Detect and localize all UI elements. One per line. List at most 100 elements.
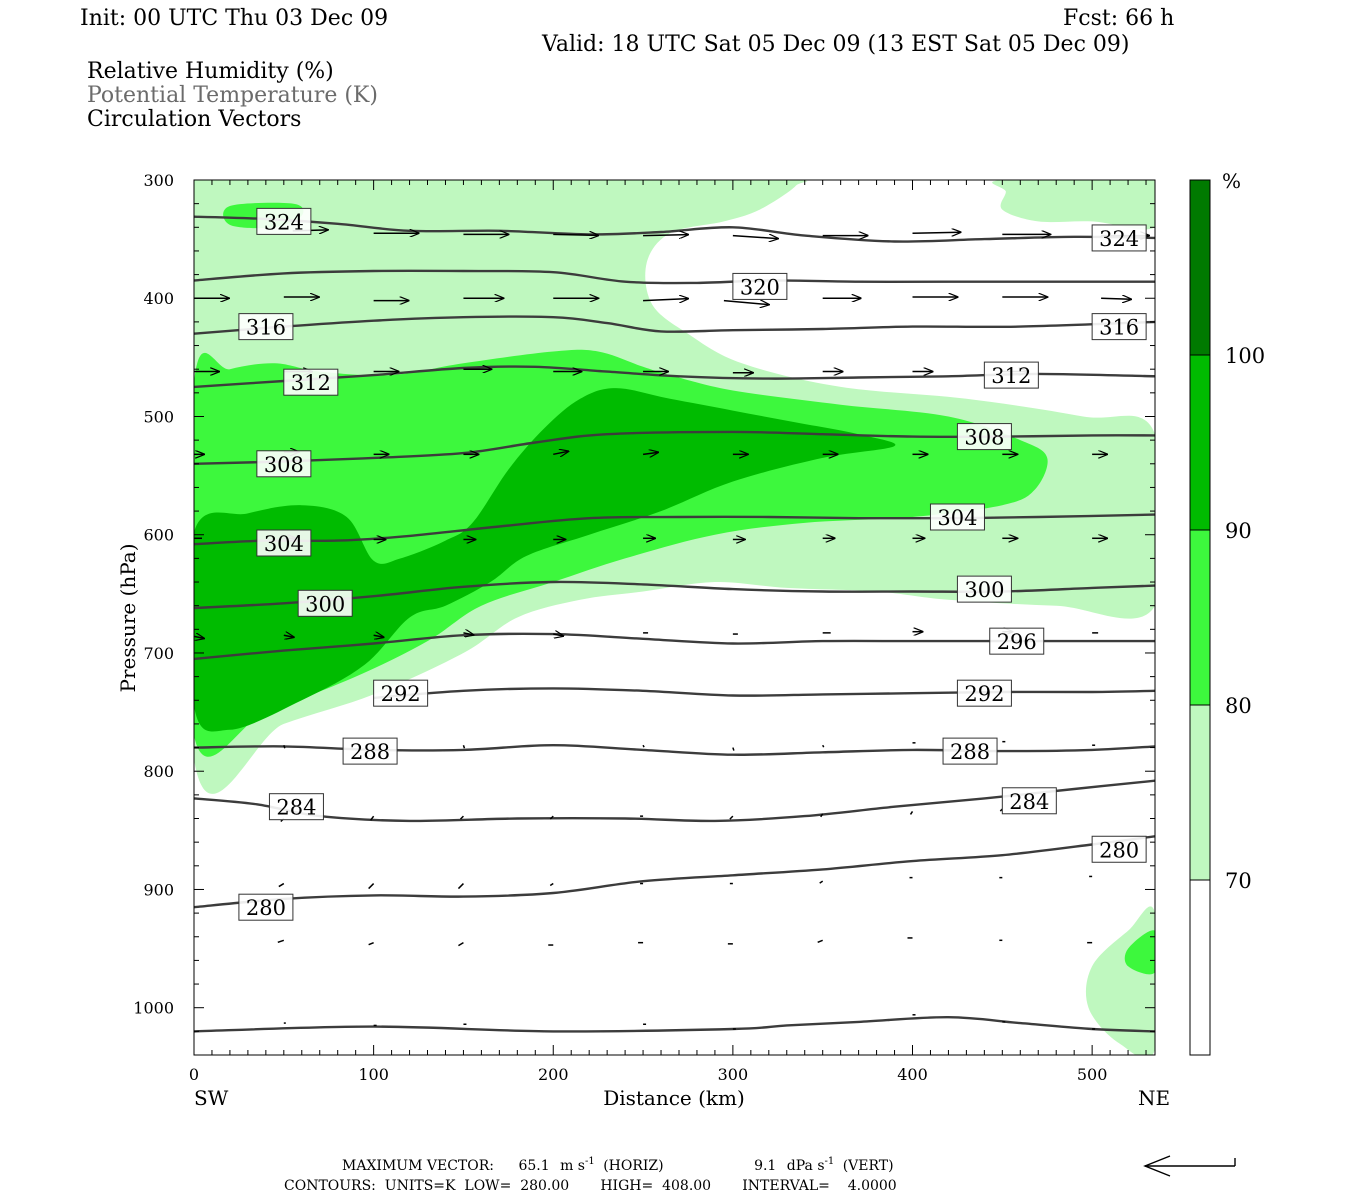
contour-label-box — [1091, 313, 1147, 341]
circulation-vector — [553, 451, 568, 454]
valid-time: Valid: 18 UTC Sat 05 Dec 09 (13 EST Sat … — [541, 32, 1129, 57]
contour-label-box — [956, 575, 1012, 603]
contour-label-text: 288 — [950, 740, 990, 764]
circulation-vector — [549, 882, 554, 887]
colorbar-level-label: 70 — [1225, 869, 1252, 893]
max-vector-label: MAXIMUM VECTOR: — [342, 1158, 494, 1174]
field-rh-label: Relative Humidity (%) — [87, 59, 334, 84]
colorbar-bin — [1189, 879, 1211, 1056]
contour-label-284: 284 — [1001, 787, 1057, 815]
max-vert-value: 9.1 — [754, 1158, 776, 1174]
colorbar-level-label: 100 — [1225, 344, 1265, 368]
contour-label-280: 280 — [1091, 835, 1147, 863]
contour-label-288: 288 — [942, 737, 998, 765]
colorbar-unit: % — [1222, 169, 1241, 193]
x-tick-label: 200 — [538, 1065, 569, 1084]
contour-label-text: 296 — [997, 630, 1037, 654]
forecast-hour: Fcst: 66 h — [1063, 6, 1174, 31]
y-tick-label: 500 — [143, 407, 174, 426]
circulation-vector — [732, 747, 735, 751]
circulation-vector — [553, 234, 598, 235]
circulation-vector — [1101, 298, 1131, 299]
x-tick-label: 400 — [897, 1065, 928, 1084]
circulation-vector — [373, 635, 384, 637]
circulation-vector — [283, 635, 294, 637]
circulation-vector — [643, 235, 688, 236]
contour-info: CONTOURS: UNITS=K LOW= 280.00 HIGH= 408.… — [284, 1178, 897, 1194]
contour-label-320: 320 — [732, 272, 788, 300]
contour-label-316: 316 — [1091, 313, 1147, 341]
contour-label-296: 296 — [989, 627, 1045, 655]
colorbar-bin — [1189, 529, 1211, 706]
circulation-vector — [458, 942, 464, 947]
axis-ticks: 0 100 200 300 400 500 300 400 500 600 700 800 900 100… — [133, 171, 1155, 1084]
x-tick-label: 500 — [1077, 1065, 1108, 1084]
contour-label-box — [256, 529, 312, 557]
contour-label-292: 292 — [956, 679, 1012, 707]
circulation-vector — [368, 883, 375, 890]
contour-label-text: 300 — [964, 578, 1004, 602]
y-tick-label: 600 — [143, 526, 174, 545]
contour-label-box — [297, 589, 353, 617]
contour-label-text: 292 — [381, 682, 421, 706]
x-tick-label: 300 — [718, 1065, 749, 1084]
circulation-vector — [457, 883, 464, 890]
contour-label-text: 312 — [291, 371, 331, 395]
contour-label-box — [238, 313, 294, 341]
colorbar: 70 80 90 100 — [1189, 179, 1265, 1056]
contour-label-text: 312 — [991, 364, 1031, 388]
contour-label-text: 308 — [264, 453, 304, 477]
contour-label-304: 304 — [929, 503, 985, 531]
y-tick-label: 700 — [143, 644, 174, 663]
field-theta-label: Potential Temperature (K) — [87, 83, 378, 108]
theta-contour-288 — [194, 743, 1155, 756]
contour-label-box — [256, 207, 312, 235]
theta-contour-324 — [194, 215, 1155, 243]
circulation-vector — [370, 815, 375, 821]
contour-label-text: 316 — [246, 316, 286, 340]
circulation-vector — [277, 939, 285, 944]
contour-label-box — [238, 893, 294, 921]
contour-labels: 324 324 320 316 316 312 312 308 308 304 304 300 300 2… — [238, 207, 1147, 921]
contour-label-324: 324 — [1091, 224, 1147, 252]
circulation-vector — [817, 939, 823, 944]
circulation-vectors — [194, 230, 1149, 1030]
reference-arrow-head — [1143, 1155, 1171, 1177]
horiz-exponent: -1 — [585, 1156, 595, 1167]
field-vectors-label: Circulation Vectors — [87, 107, 301, 132]
contour-label-box — [342, 737, 398, 765]
contour-label-text: 300 — [305, 592, 345, 616]
rh-region-90 — [194, 388, 896, 732]
contour-label-box — [942, 737, 998, 765]
max-vert-unit: dPa s — [787, 1158, 825, 1174]
rh-region-80 — [1124, 930, 1155, 975]
max-horiz-unit: m s — [560, 1158, 585, 1174]
contour-label-324: 324 — [256, 207, 312, 235]
contour-label-text: 280 — [1099, 838, 1139, 862]
contour-label-308: 308 — [956, 423, 1012, 451]
contour-label-box — [1091, 224, 1147, 252]
rh-region-70 — [992, 180, 1155, 230]
x-axis-right-end: NE — [1138, 1086, 1170, 1110]
horiz-tag: (HORIZ) — [603, 1158, 663, 1174]
contour-label-text: 304 — [937, 506, 977, 530]
theta-contour-280 — [194, 835, 1155, 909]
circulation-vector — [822, 744, 825, 748]
circulation-vector — [549, 815, 554, 820]
init-time: Init: 00 UTC Thu 03 Dec 09 — [80, 6, 388, 31]
contour-label-284: 284 — [268, 793, 324, 821]
y-tick-label: 800 — [143, 762, 174, 781]
x-axis-left-end: SW — [194, 1086, 229, 1110]
vert-exponent: -1 — [825, 1156, 835, 1167]
y-tick-label: 900 — [143, 880, 174, 899]
colorbar-level-label: 80 — [1225, 694, 1252, 718]
contour-label-box — [373, 679, 429, 707]
circulation-vector — [820, 813, 824, 818]
contour-label-text: 288 — [350, 740, 390, 764]
x-tick-label: 100 — [358, 1065, 389, 1084]
circulation-vector — [642, 744, 645, 748]
contour-label-292: 292 — [373, 679, 429, 707]
contour-label-box — [1001, 787, 1057, 815]
contour-label-box — [929, 503, 985, 531]
